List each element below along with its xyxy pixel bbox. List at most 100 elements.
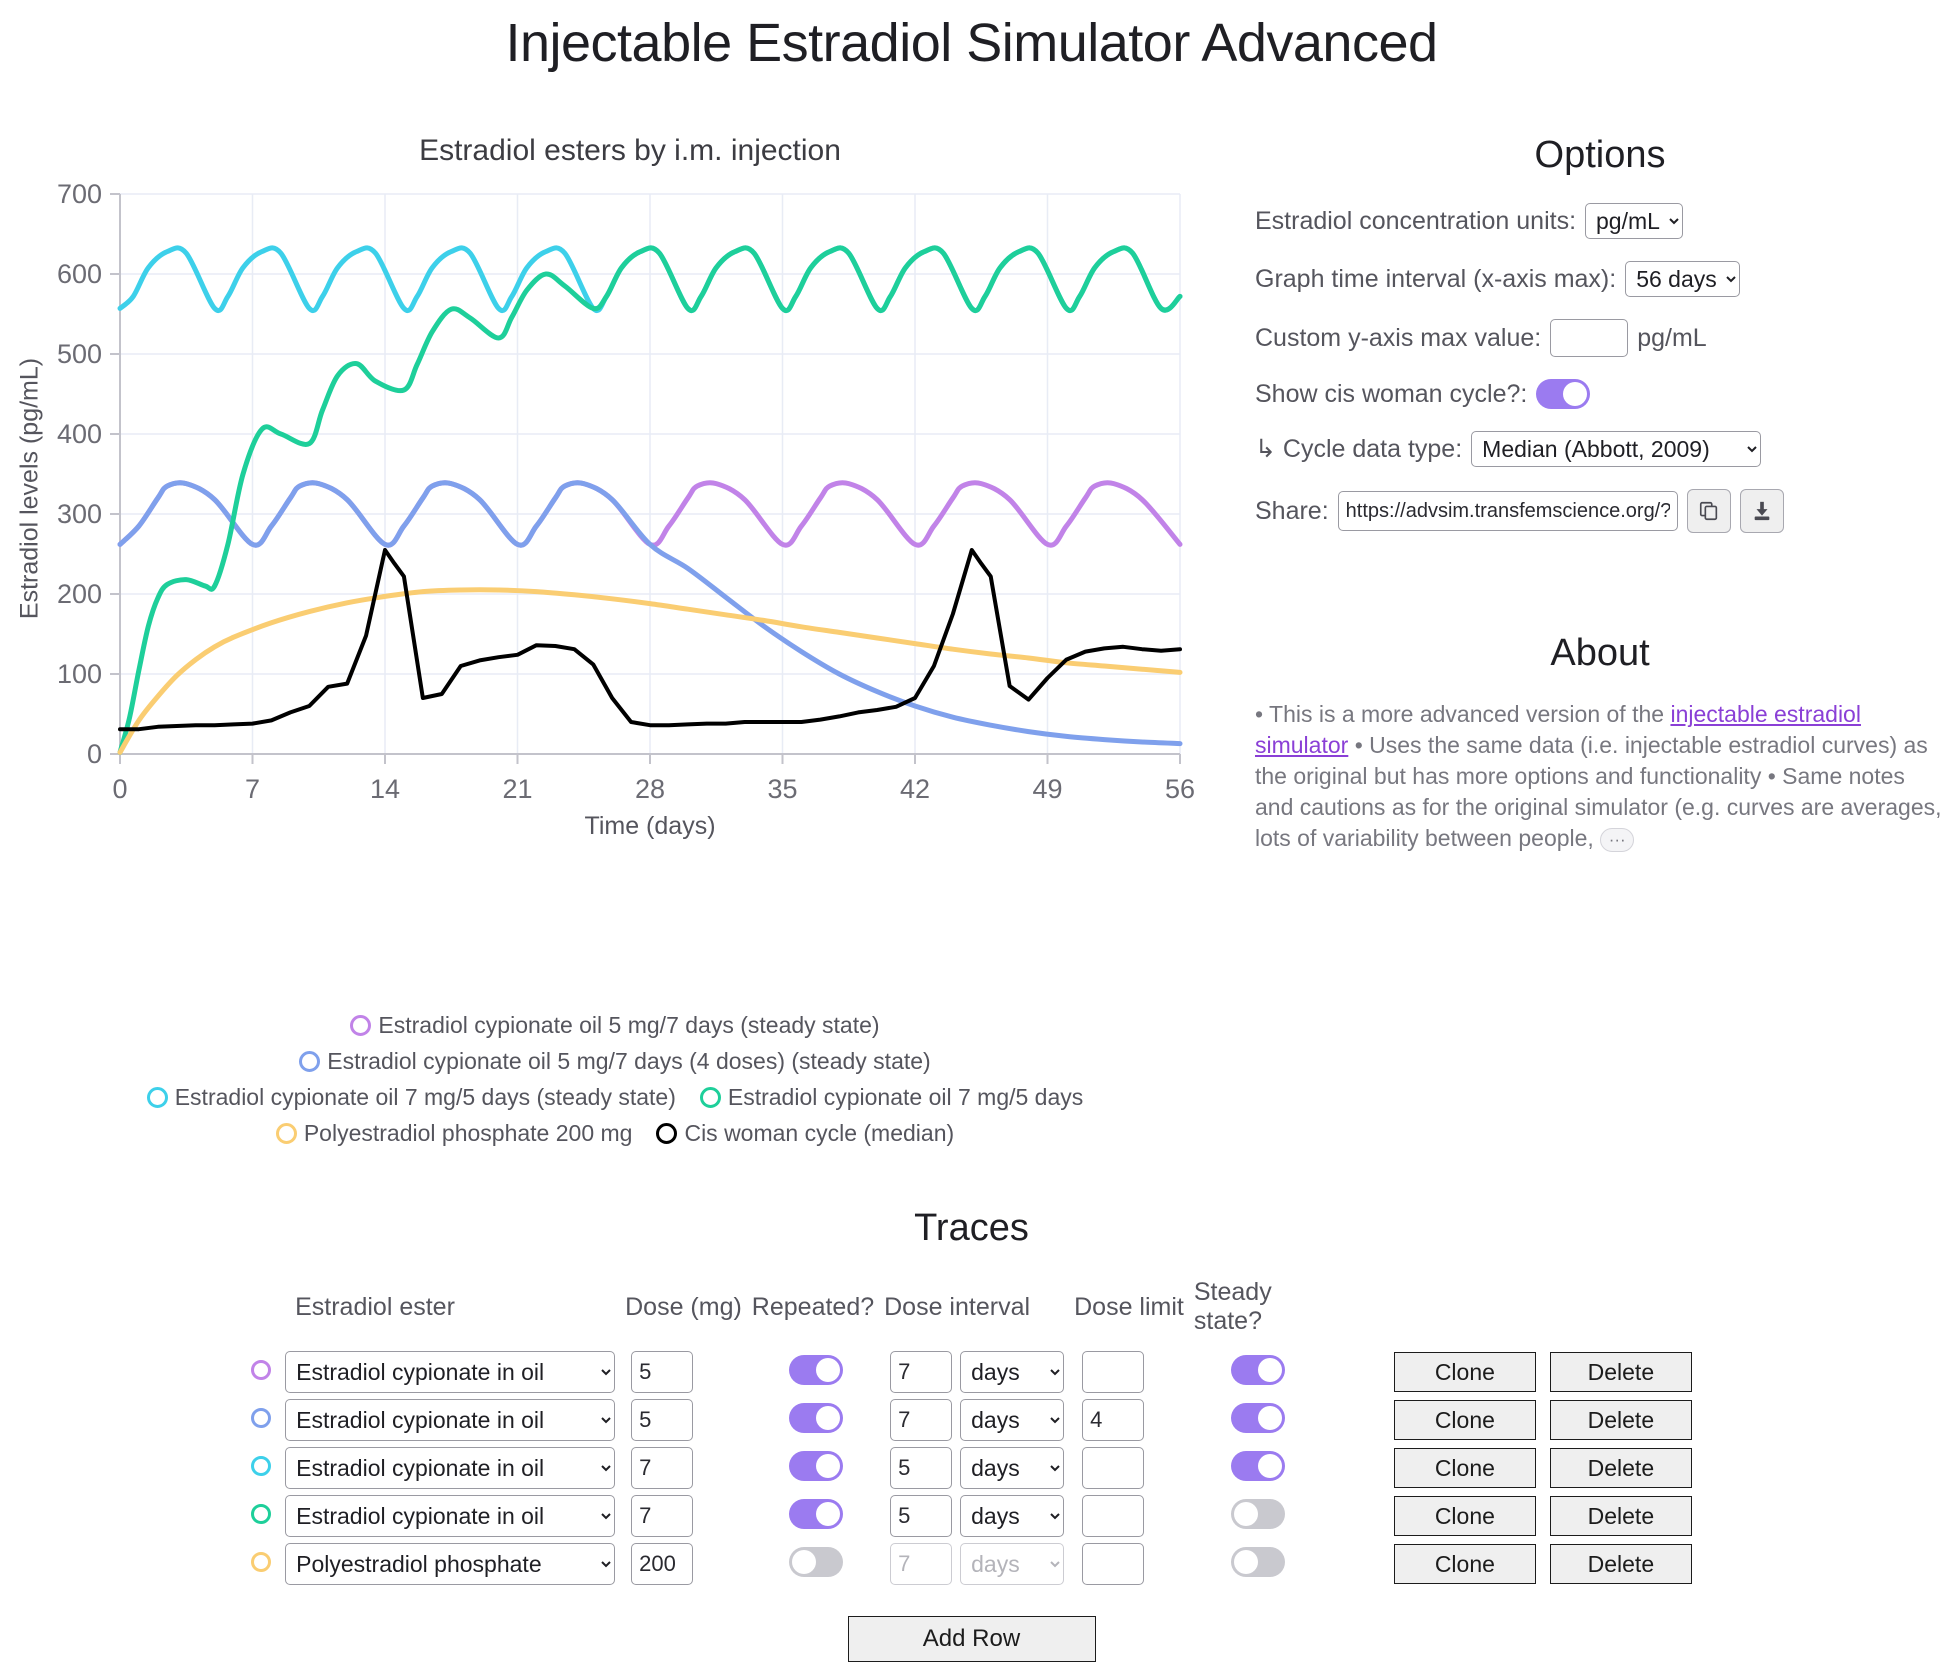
repeated-toggle[interactable]	[788, 1498, 843, 1529]
interval-value-cell	[874, 1540, 953, 1588]
dose-limit-input[interactable]	[1082, 1399, 1145, 1441]
about-panel: About • This is a more advanced version …	[1255, 632, 1943, 854]
clone-cell: Clone	[1314, 1492, 1536, 1540]
share-label: Share:	[1255, 496, 1329, 525]
custom-y-row: Custom y-axis max value: pg/mL	[1255, 319, 1943, 357]
trace-color-cell	[251, 1540, 285, 1588]
dose-limit-input[interactable]	[1082, 1447, 1145, 1489]
dose-limit-input[interactable]	[1082, 1543, 1145, 1585]
legend-marker-icon	[699, 1087, 721, 1108]
add-row-button[interactable]: Add Row	[847, 1616, 1096, 1662]
legend-item[interactable]: Estradiol cypionate oil 7 mg/5 days	[699, 1084, 1083, 1111]
col-repeated: Repeated?	[751, 1292, 875, 1321]
clone-button[interactable]: Clone	[1393, 1496, 1536, 1536]
injectable-estradiol-simulator-link[interactable]: injectable estradiol simulator	[1255, 701, 1861, 759]
interval-unit-select[interactable]: days	[960, 1495, 1065, 1537]
delete-button[interactable]: Delete	[1549, 1352, 1692, 1392]
dose-input[interactable]	[631, 1399, 694, 1441]
trace-color-cell	[251, 1444, 285, 1492]
svg-text:0: 0	[87, 739, 102, 769]
cycle-type-select[interactable]: Median (Abbott, 2009)	[1471, 431, 1762, 467]
svg-text:600: 600	[57, 259, 102, 289]
interval-unit-select[interactable]: days	[960, 1351, 1065, 1393]
dose-input[interactable]	[631, 1495, 694, 1537]
dose-limit-cell	[1064, 1492, 1184, 1540]
dose-limit-cell	[1064, 1444, 1184, 1492]
steady-state-toggle[interactable]	[1230, 1450, 1285, 1481]
custom-y-input[interactable]	[1550, 319, 1629, 357]
dose-input[interactable]	[631, 1447, 694, 1489]
ester-select[interactable]: Polyestradiol phosphate	[285, 1543, 616, 1585]
download-icon[interactable]	[1739, 489, 1784, 533]
ester-select[interactable]: Estradiol cypionate in oil	[285, 1351, 616, 1393]
ester-select[interactable]: Estradiol cypionate in oil	[285, 1447, 616, 1489]
repeated-toggle[interactable]	[788, 1546, 843, 1577]
delete-button[interactable]: Delete	[1549, 1496, 1692, 1536]
clone-button[interactable]: Clone	[1393, 1448, 1536, 1488]
dose-cell	[615, 1492, 742, 1540]
options-heading: Options	[1534, 134, 1666, 176]
interval-unit-select[interactable]: days	[960, 1399, 1065, 1441]
dose-input[interactable]	[631, 1543, 694, 1585]
col-limit: Dose limit	[1074, 1292, 1184, 1321]
steady-state-toggle[interactable]	[1230, 1498, 1285, 1529]
repeated-toggle[interactable]	[788, 1450, 843, 1481]
svg-text:42: 42	[900, 774, 930, 804]
delete-button[interactable]: Delete	[1549, 1400, 1692, 1440]
dose-limit-input[interactable]	[1082, 1495, 1145, 1537]
ester-select[interactable]: Estradiol cypionate in oil	[285, 1495, 616, 1537]
legend-marker-icon	[350, 1015, 372, 1036]
interval-unit-select[interactable]: days	[960, 1447, 1065, 1489]
steady-state-toggle[interactable]	[1230, 1354, 1285, 1385]
ester-select[interactable]: Estradiol cypionate in oil	[285, 1399, 616, 1441]
clone-button[interactable]: Clone	[1393, 1352, 1536, 1392]
dose-input[interactable]	[631, 1351, 694, 1393]
delete-button[interactable]: Delete	[1549, 1448, 1692, 1488]
interval-input[interactable]	[890, 1447, 953, 1489]
show-cycle-toggle[interactable]	[1536, 379, 1591, 409]
col-marker	[251, 1278, 285, 1348]
steady-state-toggle[interactable]	[1230, 1546, 1285, 1577]
share-url-input[interactable]	[1337, 491, 1678, 531]
legend-item[interactable]: Cis woman cycle (median)	[656, 1120, 954, 1147]
repeated-toggle[interactable]	[788, 1354, 843, 1385]
y-axis-label: Estradiol levels (pg/mL)	[15, 357, 44, 620]
svg-text:500: 500	[57, 339, 102, 369]
legend-item[interactable]: Polyestradiol phosphate 200 mg	[275, 1120, 632, 1147]
legend-marker-icon	[656, 1123, 678, 1144]
x-axis-label: Time (days)	[584, 812, 716, 840]
col-steady: Steady state?	[1193, 1278, 1272, 1335]
dose-limit-cell	[1064, 1396, 1184, 1444]
svg-text:200: 200	[57, 579, 102, 609]
delete-cell: Delete	[1536, 1348, 1692, 1396]
copy-icon[interactable]	[1686, 489, 1731, 533]
about-heading: About	[1550, 632, 1650, 674]
legend-item[interactable]: Estradiol cypionate oil 5 mg/7 days (ste…	[350, 1012, 880, 1039]
interval-unit-select[interactable]: days	[960, 1543, 1065, 1585]
legend-item[interactable]: Estradiol cypionate oil 7 mg/5 days (ste…	[146, 1084, 676, 1111]
expand-ellipsis-button[interactable]: ···	[1600, 828, 1635, 853]
units-label: Estradiol concentration units:	[1255, 206, 1577, 235]
delete-button[interactable]: Delete	[1549, 1544, 1692, 1584]
units-select[interactable]: pg/mL	[1585, 203, 1684, 239]
repeated-cell	[742, 1540, 874, 1588]
legend-item[interactable]: Estradiol cypionate oil 5 mg/7 days (4 d…	[299, 1048, 931, 1075]
repeated-toggle[interactable]	[788, 1402, 843, 1433]
interval-value-cell	[874, 1444, 953, 1492]
clone-button[interactable]: Clone	[1393, 1544, 1536, 1584]
chart-panel: Estradiol esters by i.m. injection 0 100 2…	[0, 134, 1230, 840]
interval-input[interactable]	[890, 1495, 953, 1537]
custom-y-label: Custom y-axis max value:	[1255, 323, 1542, 352]
interval-input[interactable]	[890, 1351, 953, 1393]
steady-state-cell	[1184, 1348, 1314, 1396]
cycle-type-label: ↳ Cycle data type:	[1255, 435, 1463, 463]
dose-limit-input[interactable]	[1082, 1351, 1145, 1393]
steady-state-toggle[interactable]	[1230, 1402, 1285, 1433]
clone-button[interactable]: Clone	[1393, 1400, 1536, 1440]
interval-input[interactable]	[890, 1543, 953, 1585]
time-interval-select[interactable]: 56 days	[1625, 261, 1741, 297]
interval-input[interactable]	[890, 1399, 953, 1441]
trace-color-icon	[251, 1551, 272, 1572]
interval-value-cell	[874, 1348, 953, 1396]
trace-color-icon	[251, 1407, 272, 1428]
